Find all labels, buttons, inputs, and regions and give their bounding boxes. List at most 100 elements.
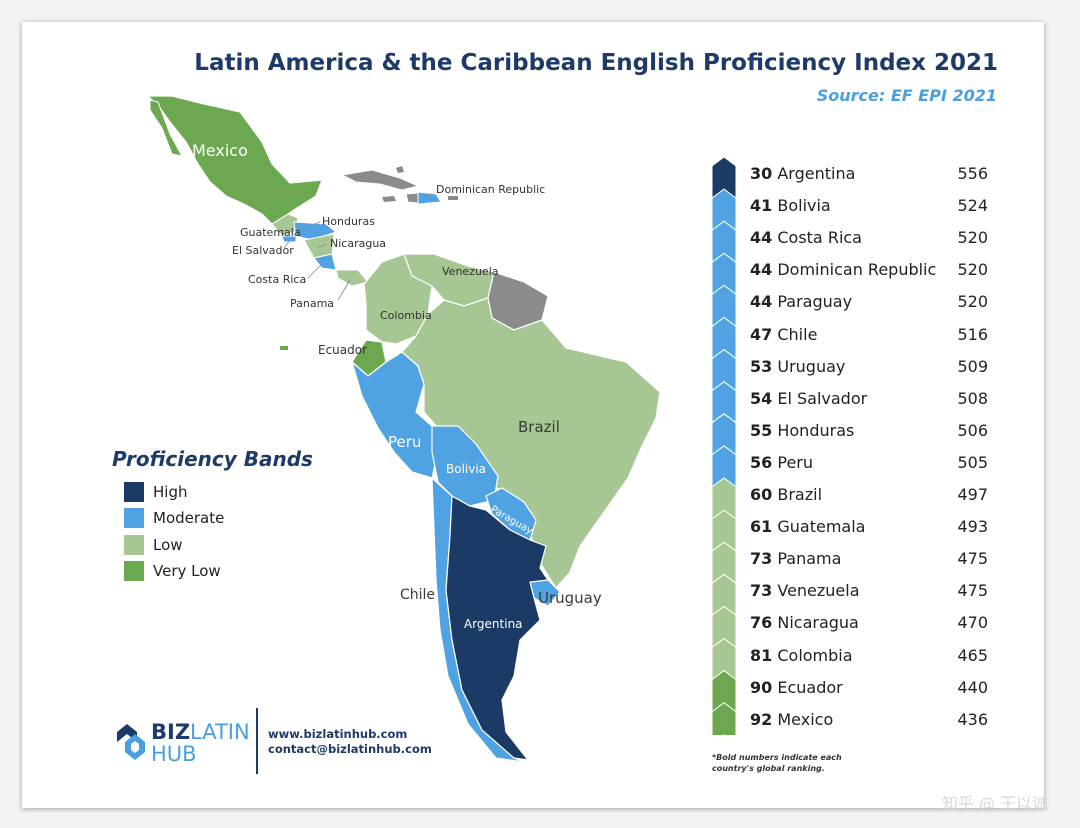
ranking-country: Colombia <box>777 645 853 665</box>
puerto-rico-shape <box>448 196 458 200</box>
ranking-rank: 90 <box>750 677 773 697</box>
argentina-shape <box>445 495 550 761</box>
panama-shape <box>335 269 369 287</box>
ranking-score: 440 <box>957 677 988 697</box>
ranking-score: 524 <box>957 196 988 216</box>
ranking-row: 81 Colombia 465 <box>750 646 988 670</box>
ranking-score: 436 <box>957 709 988 729</box>
map-label-chile: Chile <box>400 587 435 603</box>
dominican-republic-shape <box>417 191 442 205</box>
contact-block: www.bizlatinhub.com contact@bizlatinhub.… <box>268 727 432 757</box>
legend-swatch <box>124 482 144 502</box>
map-label-honduras: Honduras <box>322 215 375 228</box>
map-label-ecuador: Ecuador <box>318 343 367 357</box>
ranking-row: 41 Bolivia 524 <box>750 196 988 220</box>
legend-item-high: High <box>124 482 187 502</box>
leader-lines <box>283 193 433 301</box>
watermark: 知乎 @ 王以诚 <box>941 794 1048 813</box>
ranking-rank: 44 <box>750 292 773 312</box>
ranking-country: Venezuela <box>777 581 860 601</box>
bizlatinhub-logo: BIZLATIN HUB <box>113 718 253 768</box>
ranking-country: Argentina <box>777 164 856 183</box>
ranking-score: 475 <box>957 549 988 569</box>
ranking-rank: 92 <box>750 709 773 729</box>
map-label-panama: Panama <box>290 297 334 310</box>
ranking-country: Ecuador <box>777 677 843 697</box>
ranking-rank: 54 <box>750 388 773 408</box>
map-label-dominican-republic: Dominican Republic <box>436 183 545 196</box>
haiti-shape <box>405 192 419 204</box>
bolivia-shape <box>431 425 499 507</box>
baja-california-shape <box>149 99 183 157</box>
legend-label: High <box>153 483 188 501</box>
jamaica-shape <box>382 196 396 202</box>
ranking-rank: 44 <box>750 260 773 280</box>
map-label-nicaragua: Nicaragua <box>330 237 386 250</box>
map-label-argentina: Argentina <box>464 617 523 631</box>
ranking-row: 47 Chile 516 <box>750 325 988 349</box>
ranking-row: 44 Paraguay 520 <box>750 292 988 316</box>
ranking-rank: 61 <box>750 517 773 537</box>
ranking-rank: 73 <box>750 581 773 601</box>
legend-label: Moderate <box>153 509 225 527</box>
ranking-row: 61 Guatemala 493 <box>750 517 988 541</box>
ranking-score: 475 <box>957 581 988 601</box>
ranking-rank: 53 <box>750 356 773 376</box>
legend-label: Very Low <box>153 562 221 580</box>
ranking-score: 520 <box>957 260 988 280</box>
ranking-score: 497 <box>957 485 988 504</box>
ranking-row: 73 Venezuela 475 <box>750 581 988 605</box>
ranking-score: 556 <box>957 164 988 183</box>
divider <box>256 708 258 774</box>
ranking-rank: 41 <box>750 196 773 216</box>
logo-mark-icon <box>117 724 145 760</box>
chevron-column <box>712 157 737 735</box>
ranking-score: 509 <box>957 356 988 376</box>
email-link[interactable]: contact@bizlatinhub.com <box>268 742 432 756</box>
ranking-list: 30 Argentina 556 41 Bolivia 524 44 Costa Ric… <box>712 157 1002 735</box>
ranking-country: Dominican Republic <box>777 260 937 280</box>
ranking-rank: 55 <box>750 420 773 440</box>
map-label-bolivia: Bolivia <box>446 462 486 476</box>
ranking-score: 508 <box>957 388 988 408</box>
ranking-country: Bolivia <box>777 196 831 216</box>
map-label-peru: Peru <box>388 433 421 451</box>
ranking-country: Guatemala <box>777 517 866 537</box>
ranking-row: 44 Dominican Republic 520 <box>750 260 988 284</box>
ranking-score: 470 <box>957 613 988 633</box>
legend-swatch <box>124 508 144 528</box>
brazil-shape <box>401 297 661 589</box>
ranking-row: 90 Ecuador 440 <box>750 678 988 702</box>
ranking-row: 53 Uruguay 509 <box>750 357 988 381</box>
ranking-row: 30 Argentina 556 <box>750 164 988 188</box>
cuba-shape <box>340 169 420 191</box>
ranking-rank: 30 <box>750 164 773 183</box>
map-label-el-salvador: El Salvador <box>232 244 294 257</box>
map-label-guatemala: Guatemala <box>240 226 301 239</box>
ranking-rank: 56 <box>750 452 773 472</box>
map-label-uruguay: Uruguay <box>538 589 602 607</box>
map-label-colombia: Colombia <box>380 309 432 322</box>
legend-swatch <box>124 535 144 555</box>
footnote: *Bold numbers indicate each country's gl… <box>712 753 842 773</box>
website-link[interactable]: www.bizlatinhub.com <box>268 727 408 741</box>
logo-word-hub: HUB <box>151 742 197 766</box>
map-label-brazil: Brazil <box>518 418 560 436</box>
ranking-rank: 44 <box>750 228 773 248</box>
ranking-country: Peru <box>777 452 813 472</box>
legend-label: Low <box>153 536 183 554</box>
ranking-rank: 76 <box>750 613 773 633</box>
ranking-rank: 73 <box>750 549 773 569</box>
legend-item-very-low: Very Low <box>124 561 221 581</box>
ranking-country: Paraguay <box>777 292 853 312</box>
ranking-country: Chile <box>777 324 818 344</box>
ranking-row: 44 Costa Rica 520 <box>750 228 988 252</box>
ranking-country: Costa Rica <box>777 228 862 248</box>
chevron-segment <box>712 702 737 735</box>
source-credit: Source: EF EPI 2021 <box>816 86 997 105</box>
ranking-country: Nicaragua <box>777 613 859 633</box>
ranking-row: 76 Nicaragua 470 <box>750 613 988 637</box>
ranking-score: 520 <box>957 292 988 312</box>
ranking-country: Panama <box>777 549 842 569</box>
ranking-row: 56 Peru 505 <box>750 453 988 477</box>
